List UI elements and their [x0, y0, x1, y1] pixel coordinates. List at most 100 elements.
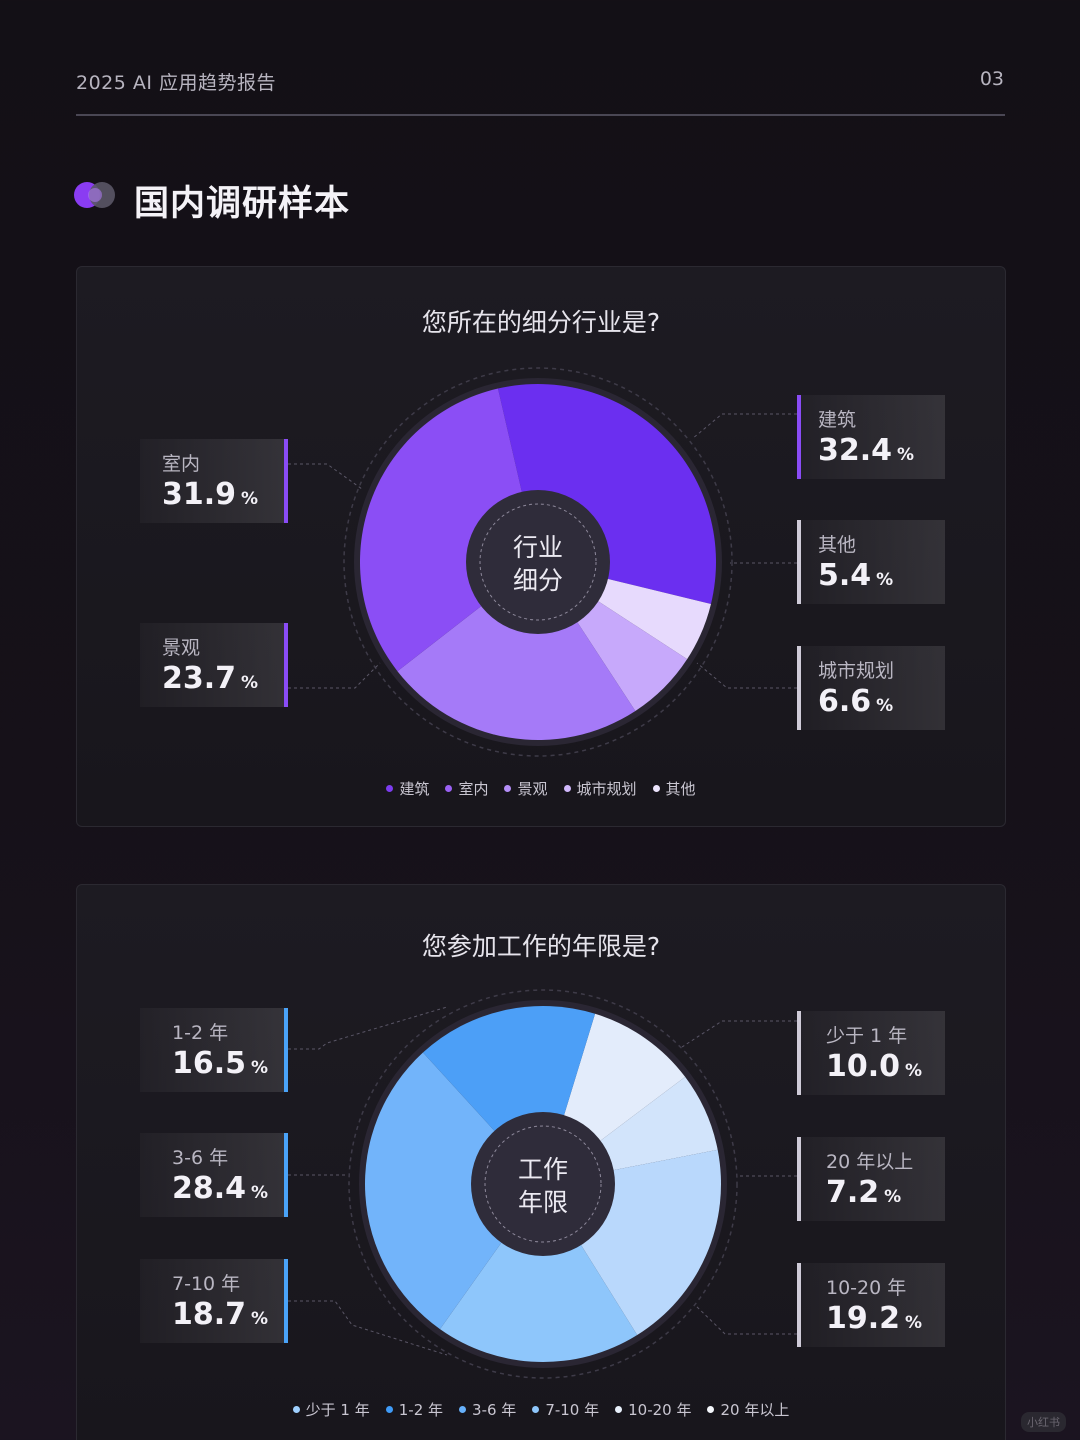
- stat-label: 室内: [162, 453, 201, 475]
- stat-10-20-years: 10-20 年 19.2%: [797, 1263, 945, 1347]
- legend-label: 景观: [517, 780, 548, 798]
- legend-label: 少于 1 年: [305, 1401, 370, 1419]
- pie-slice: [360, 388, 538, 672]
- stat-label: 10-20 年: [826, 1277, 907, 1299]
- legend-item: 1-2 年: [385, 1399, 444, 1420]
- center-label: 年限: [518, 1188, 568, 1217]
- leader-line: [694, 1304, 797, 1335]
- stat-over-20-years: 20 年以上 7.2%: [797, 1137, 945, 1221]
- legend-label: 10-20 年: [628, 1401, 692, 1419]
- stat-value: 28.4%: [172, 1171, 269, 1206]
- leader-line: [288, 662, 381, 689]
- center-label: 细分: [513, 566, 563, 595]
- legend-dot: [504, 785, 512, 792]
- legend-dot: [459, 1406, 467, 1413]
- stat-value: 5.4%: [818, 558, 894, 593]
- stat-label: 1-2 年: [172, 1022, 229, 1044]
- watermark-logo: 小红书: [1021, 1412, 1066, 1432]
- legend-label: 20 年以上: [720, 1401, 790, 1419]
- stat-label: 少于 1 年: [826, 1025, 908, 1047]
- legend-label: 室内: [458, 780, 489, 798]
- stat-other: 其他 5.4%: [797, 520, 945, 604]
- legend-item: 3-6 年: [459, 1399, 516, 1420]
- legend-dot: [292, 1406, 300, 1413]
- legend-item: 少于 1 年: [292, 1399, 370, 1420]
- leader-line: [691, 413, 797, 440]
- legend-dot: [615, 1406, 623, 1413]
- stat-value: 6.6%: [818, 684, 894, 719]
- stat-label: 建筑: [818, 409, 857, 431]
- leader-line: [696, 662, 797, 689]
- legend-item: 建筑: [386, 778, 429, 799]
- legend-dot: [386, 785, 394, 792]
- leader-line: [288, 463, 363, 490]
- header-divider: [76, 114, 1005, 116]
- leader-line: [288, 1300, 448, 1356]
- outer-dashed-ring: [343, 367, 733, 757]
- pie-slice: [439, 1184, 638, 1362]
- stat-value: 7.2%: [826, 1175, 902, 1210]
- legend-item: 城市规划: [563, 778, 637, 799]
- stat-landscape: 景观 23.7%: [140, 623, 288, 707]
- legend-label: 7-10 年: [545, 1401, 600, 1419]
- legend-item: 7-10 年: [532, 1399, 599, 1420]
- stat-label: 景观: [162, 637, 201, 659]
- legend-label: 城市规划: [576, 780, 637, 798]
- stat-label: 20 年以上: [826, 1151, 914, 1173]
- stat-architecture: 建筑 32.4%: [797, 395, 945, 479]
- section-bullet-icon: [74, 182, 115, 208]
- legend-label: 建筑: [399, 780, 430, 798]
- stat-under-1-year: 少于 1 年 10.0%: [797, 1011, 945, 1095]
- stat-label: 7-10 年: [172, 1273, 241, 1295]
- stat-value: 18.7%: [172, 1297, 269, 1332]
- report-title: 2025 AI 应用趋势报告: [76, 72, 277, 94]
- chart-legend: 少于 1 年 1-2 年 3-6 年 7-10 年 10-20 年 20 年以上: [77, 1399, 1005, 1420]
- stat-label: 3-6 年: [172, 1147, 229, 1169]
- years-chart-card: 您参加工作的年限是? 工作 年限 1-2 年 16.5% 3-6 年 28.4% …: [76, 884, 1006, 1440]
- legend-item: 室内: [445, 778, 488, 799]
- leader-line: [288, 1006, 448, 1050]
- stat-label: 其他: [818, 534, 857, 556]
- legend-dot: [707, 1406, 715, 1413]
- pie-slice: [397, 562, 636, 740]
- stat-7-10-years: 7-10 年 18.7%: [140, 1259, 288, 1343]
- legend-label: 其他: [665, 780, 696, 798]
- page-number: 03: [979, 68, 1004, 90]
- center-disc: [466, 490, 610, 634]
- section-title: 国内调研样本: [134, 184, 351, 224]
- stat-value: 10.0%: [826, 1049, 923, 1084]
- stat-value: 32.4%: [818, 433, 915, 468]
- stat-3-6-years: 3-6 年 28.4%: [140, 1133, 288, 1217]
- chart-title: 您所在的细分行业是?: [421, 308, 661, 337]
- chart-title: 您参加工作的年限是?: [421, 932, 661, 961]
- legend-label: 3-6 年: [472, 1401, 517, 1419]
- stat-value: 19.2%: [826, 1301, 923, 1336]
- center-disc: [471, 1112, 615, 1256]
- legend-dot: [445, 785, 453, 792]
- chart-legend: 建筑 室内 景观 城市规划 其他: [77, 778, 1005, 799]
- legend-dot: [652, 785, 660, 792]
- legend-dot: [532, 1406, 540, 1413]
- legend-item: 20 年以上: [707, 1399, 789, 1420]
- legend-dot: [563, 785, 571, 792]
- stat-interior: 室内 31.9%: [140, 439, 288, 523]
- center-label: 行业: [513, 533, 563, 562]
- center-dashed-ring: [484, 1125, 602, 1243]
- stat-1-2-years: 1-2 年 16.5%: [140, 1008, 288, 1092]
- center-label: 工作: [518, 1155, 568, 1184]
- stat-value: 16.5%: [172, 1046, 269, 1081]
- legend-dot: [385, 1406, 393, 1413]
- stat-label: 城市规划: [818, 660, 895, 682]
- leader-line: [681, 1020, 797, 1048]
- legend-item: 其他: [652, 778, 696, 799]
- stat-value: 23.7%: [162, 661, 259, 696]
- stat-value: 31.9%: [162, 477, 259, 512]
- legend-item: 10-20 年: [615, 1399, 691, 1420]
- legend-item: 景观: [504, 778, 548, 799]
- legend-label: 1-2 年: [398, 1401, 444, 1419]
- center-dashed-ring: [479, 503, 597, 621]
- pie-slice: [364, 1052, 543, 1330]
- industry-chart-card: 您所在的细分行业是? 行业细分 室内 31.9% 景观 23.7% 建筑 32.…: [76, 266, 1006, 827]
